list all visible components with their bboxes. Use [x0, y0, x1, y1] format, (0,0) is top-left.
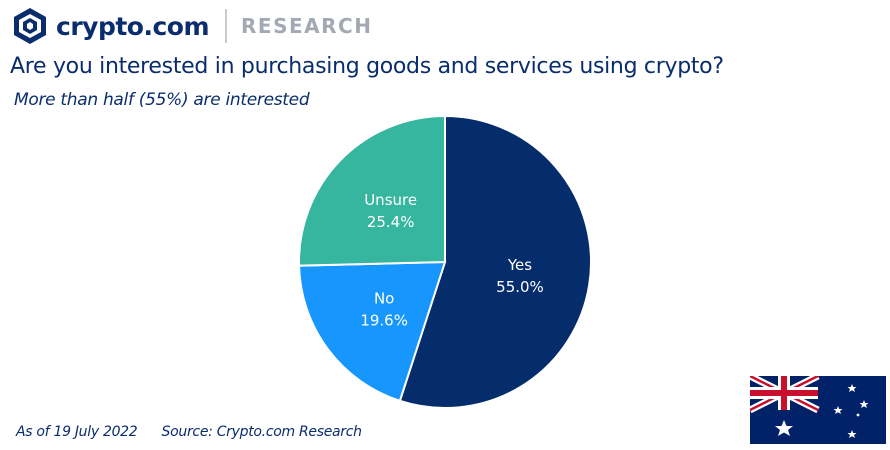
section-label: RESEARCH	[241, 14, 373, 38]
source-note: Source: Crypto.com Research	[161, 424, 362, 440]
slice-value-yes: 55.0%	[496, 278, 544, 296]
brand-header: crypto.com RESEARCH	[10, 6, 372, 46]
slice-label-no: No	[374, 289, 394, 307]
pie-slice-yes	[398, 114, 592, 409]
pie-slice-unsure	[298, 114, 446, 267]
crypto-com-lion-icon	[14, 8, 46, 44]
slice-label-unsure: Unsure	[364, 191, 417, 209]
footer: As of 19 July 2022 Source: Crypto.com Re…	[16, 424, 362, 440]
logo-text: crypto.com	[56, 11, 210, 41]
header-divider	[225, 9, 228, 43]
slice-value-no: 19.6%	[360, 311, 408, 329]
australia-flag-icon	[750, 376, 886, 444]
as-of-date: As of 19 July 2022	[16, 424, 138, 440]
slice-label-yes: Yes	[507, 256, 532, 274]
chart-title: Are you interested in purchasing goods a…	[10, 54, 724, 79]
chart-subtitle: More than half (55%) are interested	[14, 90, 310, 110]
slice-value-unsure: 25.4%	[367, 213, 415, 231]
pie-slice-no	[298, 260, 447, 403]
